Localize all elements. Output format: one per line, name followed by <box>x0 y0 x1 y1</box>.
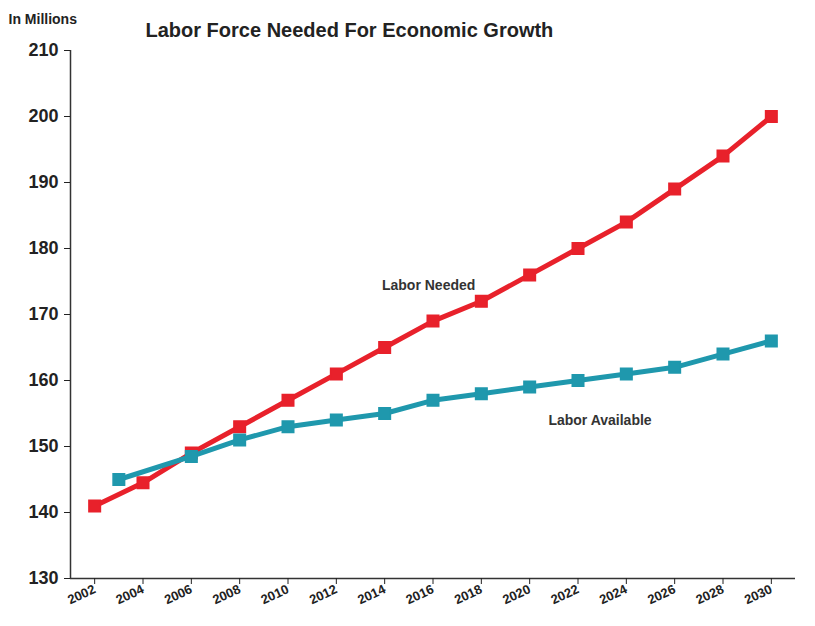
svg-text:2004: 2004 <box>113 581 146 607</box>
svg-text:150: 150 <box>28 436 58 456</box>
svg-text:140: 140 <box>28 502 58 522</box>
svg-text:160: 160 <box>28 370 58 390</box>
svg-text:2012: 2012 <box>307 581 340 607</box>
svg-text:2002: 2002 <box>65 581 98 607</box>
svg-text:Labor Available: Labor Available <box>548 412 651 428</box>
svg-text:2006: 2006 <box>162 581 195 607</box>
svg-text:2014: 2014 <box>355 581 388 607</box>
svg-text:2016: 2016 <box>403 581 436 607</box>
svg-text:2028: 2028 <box>693 581 726 607</box>
svg-text:2026: 2026 <box>645 581 678 607</box>
svg-text:2030: 2030 <box>742 581 775 607</box>
svg-text:Labor Needed: Labor Needed <box>382 277 475 293</box>
svg-text:In Millions: In Millions <box>9 11 78 27</box>
svg-text:180: 180 <box>28 238 58 258</box>
svg-text:200: 200 <box>28 106 58 126</box>
svg-text:170: 170 <box>28 304 58 324</box>
svg-text:2022: 2022 <box>548 581 581 607</box>
svg-text:2020: 2020 <box>500 581 533 607</box>
svg-text:2010: 2010 <box>258 581 291 607</box>
svg-text:210: 210 <box>28 40 58 60</box>
svg-text:Labor Force Needed For Economi: Labor Force Needed For Economic Growth <box>146 19 554 41</box>
svg-text:190: 190 <box>28 172 58 192</box>
svg-text:2008: 2008 <box>210 581 243 607</box>
svg-text:2018: 2018 <box>452 581 485 607</box>
svg-text:130: 130 <box>28 568 58 588</box>
svg-text:2024: 2024 <box>597 581 630 607</box>
